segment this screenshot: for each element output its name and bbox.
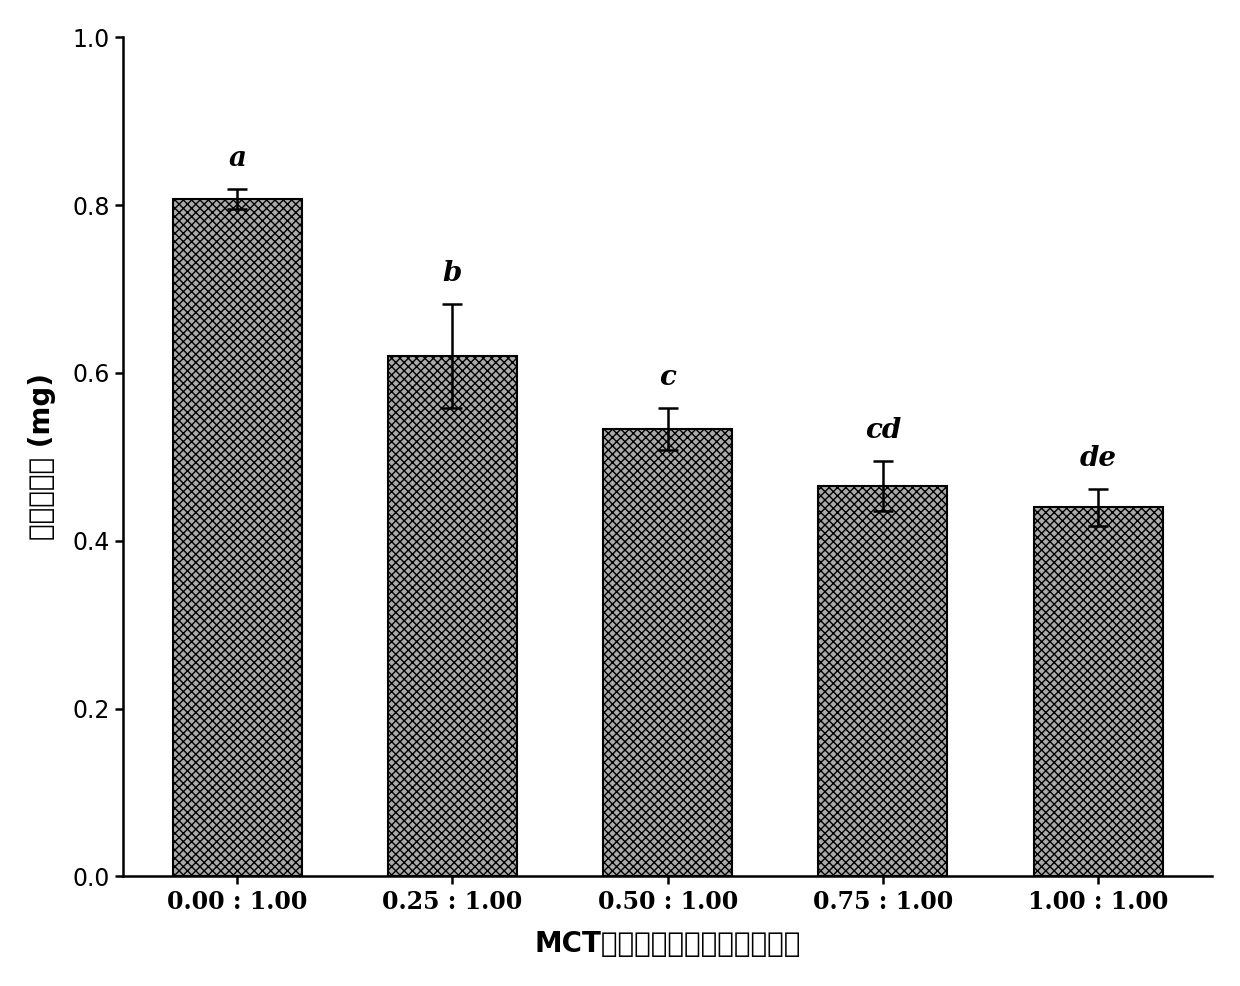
Bar — [603, 429, 733, 877]
Bar — [388, 356, 517, 877]
Bar — [1034, 507, 1163, 877]
Text: a: a — [228, 145, 247, 173]
Text: b: b — [443, 260, 463, 287]
Y-axis label: 吸收的水分 (mg): 吸收的水分 (mg) — [27, 374, 56, 540]
Bar — [818, 486, 947, 877]
X-axis label: MCT与次级肠溶包衣材料的比例: MCT与次级肠溶包衣材料的比例 — [534, 930, 801, 958]
Text: de: de — [1080, 445, 1117, 472]
Text: cd: cd — [864, 417, 901, 445]
Text: c: c — [660, 365, 676, 391]
Bar — [172, 199, 301, 877]
